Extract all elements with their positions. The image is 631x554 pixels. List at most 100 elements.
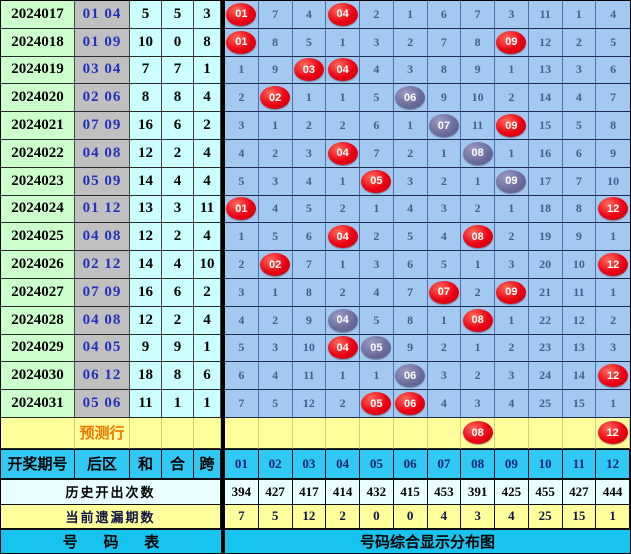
- grid-cell: 05: [360, 334, 394, 363]
- grid-cell: 6: [596, 56, 630, 85]
- history-count-cell: 415: [393, 479, 428, 505]
- sum-tail-cell: 6: [162, 278, 194, 307]
- span-cell: 1: [194, 390, 221, 418]
- grid-cell: 08: [461, 417, 495, 449]
- draw-row: 2024023 05 09 14 4 4 5 3 4 1 05 3 2 1 09 17 7 10: [1, 167, 630, 196]
- omission-cell: 2: [326, 504, 360, 530]
- span-cell: 8: [194, 28, 221, 57]
- grid-cell: 2: [326, 278, 360, 307]
- grid-cell: 12: [596, 417, 630, 449]
- period-cell: 2024027: [1, 278, 75, 307]
- sum-cell: 9: [130, 334, 162, 363]
- grid-cell: 24: [528, 362, 563, 391]
- grid-cell: [360, 417, 394, 449]
- grid-cell: 1: [258, 278, 293, 307]
- sum-tail-cell: 9: [162, 334, 194, 363]
- grid-cell: 3: [360, 28, 394, 57]
- section-divider: [221, 334, 225, 363]
- grid-cell: 3: [225, 112, 259, 140]
- footer-left-label: 号 码 表: [1, 529, 221, 553]
- back-zone-cell: 01 09: [75, 28, 130, 57]
- grid-cell: 13: [528, 56, 563, 85]
- drawn-number-circle: 09: [496, 30, 527, 54]
- grid-cell: 23: [528, 334, 563, 363]
- column-header-cell: 11: [562, 449, 597, 480]
- history-count-cell: 427: [562, 479, 597, 505]
- grid-cell: 1: [461, 167, 495, 196]
- drawn-number-circle: 02: [260, 253, 291, 277]
- omission-cell: 5: [258, 504, 293, 530]
- history-count-cell: 425: [495, 479, 529, 505]
- omission-cell: 1: [596, 504, 630, 530]
- grid-cell: 7: [258, 1, 293, 29]
- grid-cell: 2: [461, 195, 495, 224]
- drawn-number-circle: 03: [293, 58, 324, 82]
- back-zone-cell: 04 08: [75, 139, 130, 168]
- sum-cell: 14: [130, 251, 162, 279]
- grid-cell: 4: [360, 278, 394, 307]
- section-divider: [221, 1, 225, 29]
- sum-cell: 8: [130, 84, 162, 113]
- grid-cell: 13: [562, 334, 597, 363]
- grid-cell: 4: [258, 362, 293, 391]
- grid-cell: 2: [360, 1, 394, 29]
- history-count-cell: 391: [461, 479, 495, 505]
- grid-cell: 1: [326, 251, 360, 279]
- grid-cell: 1: [427, 306, 462, 335]
- grid-cell: 3: [495, 362, 529, 391]
- grid-cell: 5: [596, 28, 630, 57]
- sum-tail-cell: 3: [162, 195, 194, 224]
- drawn-number-circle: 12: [597, 421, 628, 445]
- draw-row: 2024029 04 05 9 9 1 5 3 10 04 05 9 2 1 2 23 13 3: [1, 334, 630, 363]
- column-header-cell: 06: [393, 449, 428, 480]
- grid-cell: 2: [225, 251, 259, 279]
- grid-cell: 7: [596, 84, 630, 113]
- span-cell: 4: [194, 223, 221, 252]
- grid-cell: [258, 417, 293, 449]
- grid-cell: 2: [393, 28, 428, 57]
- grid-cell: 1: [461, 251, 495, 279]
- grid-cell: 15: [528, 112, 563, 140]
- period-cell: 2024030: [1, 362, 75, 391]
- omission-cell: 4: [495, 504, 529, 530]
- draw-row: 2024019 03 04 7 7 1 1 9 03 04 4 3 8 9 1 13 3 6: [1, 56, 630, 85]
- grid-cell: 5: [258, 223, 293, 252]
- grid-cell: 06: [393, 390, 428, 418]
- section-divider: [221, 112, 225, 140]
- omission-cell: 7: [225, 504, 259, 530]
- column-header-cell: 10: [528, 449, 563, 480]
- span-cell: 2: [194, 278, 221, 307]
- back-zone-cell: 07 09: [75, 112, 130, 140]
- grid-cell: 17: [528, 167, 563, 196]
- history-count-cell: 394: [225, 479, 259, 505]
- grid-cell: 1: [225, 223, 259, 252]
- history-count-cell: 444: [596, 479, 630, 505]
- draw-row: 2024017 01 04 5 5 3 01 7 4 04 2 1 6 7 3 11 1 4: [1, 1, 630, 29]
- draw-row: 2024025 04 08 12 2 4 1 5 6 04 2 5 4 08 2 19 9 1: [1, 223, 630, 252]
- grid-cell: 2: [292, 112, 327, 140]
- grid-cell: 3: [427, 362, 462, 391]
- grid-cell: 4: [596, 1, 630, 29]
- grid-cell: 1: [258, 112, 293, 140]
- grid-cell: 18: [528, 195, 563, 224]
- history-count-cell: 417: [292, 479, 327, 505]
- grid-cell: 6: [393, 251, 428, 279]
- grid-cell: 9: [596, 139, 630, 168]
- draw-row: 2024030 06 12 18 8 6 6 4 11 1 1 06 3 2 3 24 14 12: [1, 362, 630, 391]
- sum-cell: 16: [130, 278, 162, 307]
- back-zone-cell: 04 05: [75, 334, 130, 363]
- grid-cell: 20: [528, 251, 563, 279]
- grid-cell: 02: [258, 251, 293, 279]
- grid-cell: 1: [326, 362, 360, 391]
- drawn-number-circle: 12: [598, 253, 629, 277]
- grid-cell: 04: [326, 139, 360, 168]
- back-zone-cell: 02 06: [75, 84, 130, 113]
- grid-cell: 14: [528, 84, 563, 113]
- grid-cell: 5: [292, 195, 327, 224]
- back-zone-cell: 05 06: [75, 390, 130, 418]
- grid-cell: 7: [562, 167, 597, 196]
- drawn-number-circle: 04: [327, 141, 358, 165]
- sum-tail-cell: 6: [162, 112, 194, 140]
- grid-cell: 10: [596, 167, 630, 196]
- grid-cell: 2: [326, 390, 360, 418]
